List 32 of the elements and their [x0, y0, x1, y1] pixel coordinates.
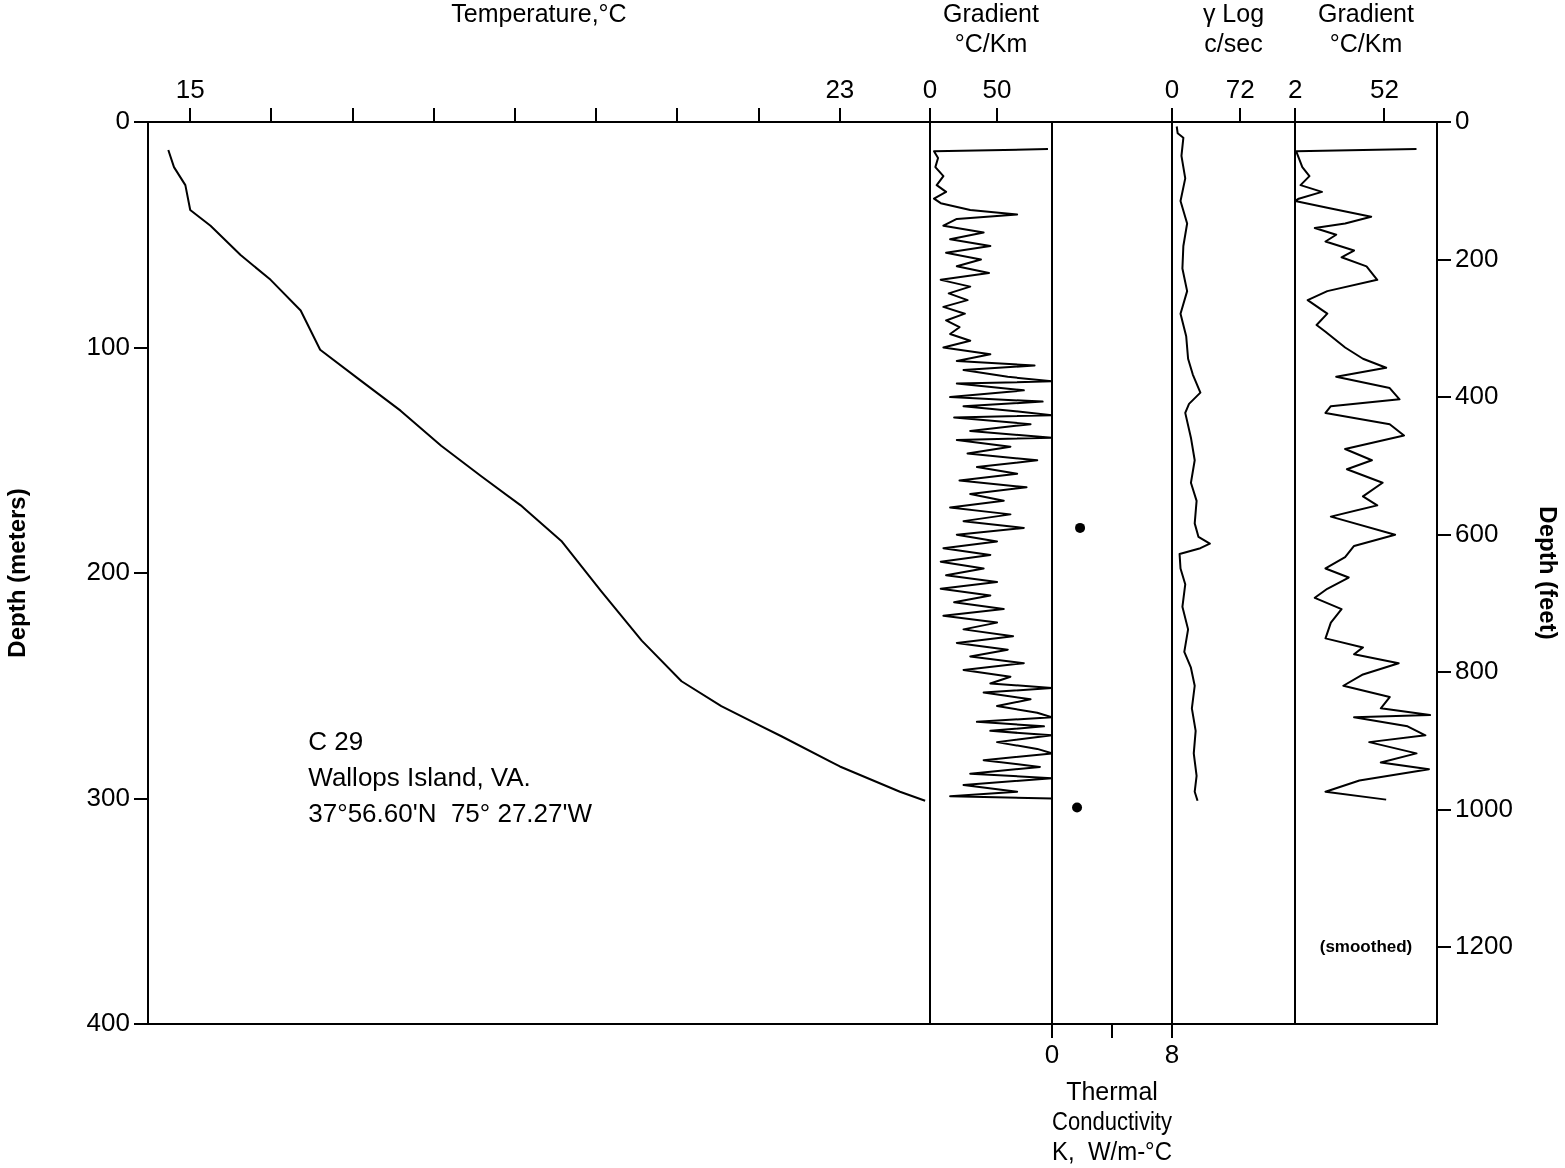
y-tick-label: 0	[115, 105, 130, 136]
x-tick-label: 8	[1164, 1038, 1180, 1069]
x-tick-label: 72	[1225, 73, 1255, 104]
annotation: 37°56.60'N 75° 27.27'W	[308, 797, 593, 828]
x-tick-label: 50	[982, 73, 1012, 104]
y-tick-label: 300	[86, 781, 130, 812]
y-tick-label: 100	[86, 330, 130, 361]
x-tick-label: 0	[1164, 73, 1180, 104]
annotation: C 29	[308, 725, 364, 756]
x-tick-label: 23	[825, 73, 855, 104]
y-axis-title: Depth (meters)	[3, 488, 31, 658]
x-tick-label: 52	[1369, 73, 1399, 104]
y2-tick-label: 800	[1455, 655, 1499, 686]
y2-tick-label: 0	[1455, 105, 1470, 136]
x-tick-label: 15	[175, 73, 205, 104]
y2-tick-label: 600	[1455, 517, 1499, 548]
x-tick-label: 2	[1287, 73, 1303, 104]
y2-tick-label: 200	[1455, 242, 1499, 273]
x-axis-title: Gradient °C/Km	[943, 0, 1039, 57]
x-axis-title: Gradient °C/Km	[1318, 0, 1414, 57]
y-tick-label: 400	[86, 1007, 130, 1038]
y2-axis-title: Depth (feet)	[1534, 506, 1562, 640]
y2-tick-label: 400	[1455, 380, 1499, 411]
x-axis-title: γ Log c/sec	[1202, 0, 1265, 57]
y-tick-label: 200	[86, 556, 130, 587]
y2-tick-label: 1000	[1455, 792, 1513, 823]
annotation: Wallops Island, VA.	[308, 761, 531, 792]
annotation: (smoothed)	[1319, 937, 1413, 957]
y2-tick-label: 1200	[1455, 930, 1513, 961]
x-axis-title: Temperature,°C	[451, 0, 627, 27]
x-axis-title: Thermal Conductivity K, W/m-°C	[1052, 1076, 1173, 1165]
x-tick-label: 0	[922, 73, 938, 104]
